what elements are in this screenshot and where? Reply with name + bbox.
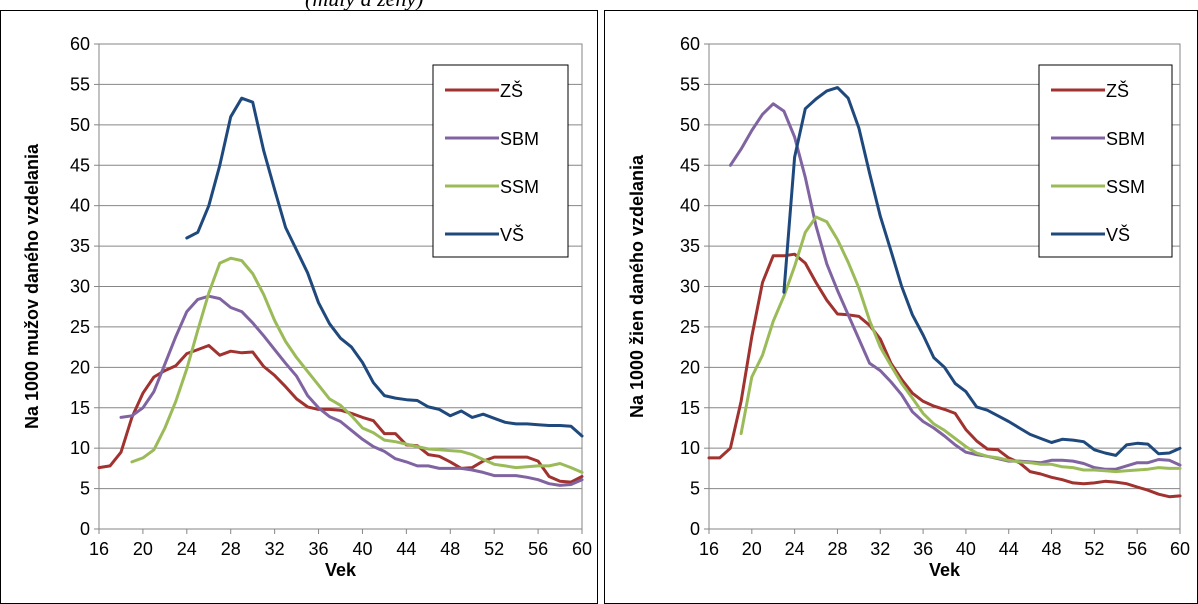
chart-panel-men: 0 5 10 15 20 25 30 35 40 45 50 55 60 16 20 24 28 32 36 40 44…	[0, 10, 598, 604]
chart-0-x-tick-label: 28	[221, 539, 241, 559]
chart-0-legend: ZŠ SBM SSM VŠ	[432, 64, 569, 258]
chart-1-y-tick-label: 60	[680, 34, 700, 54]
chart-0-legend-label-0: ZŠ	[500, 80, 523, 101]
chart-1-y-tick-label: 15	[680, 398, 700, 418]
chart-1-y-tick-label: 45	[680, 155, 700, 175]
chart-0-y-tick-label: 15	[70, 398, 90, 418]
chart-0-series-line-3	[185, 96, 584, 438]
chart-1-x-tick-label: 56	[1127, 539, 1147, 559]
chart-0-x-tick-label: 60	[572, 539, 592, 559]
chart-0-y-tick-label: 55	[70, 74, 90, 94]
chart-0-y-tick-label: 25	[70, 317, 90, 337]
chart-1-x-tick-label: 40	[956, 539, 976, 559]
chart-1-legend-label-3: VŠ	[1106, 224, 1130, 245]
chart-panel-women: 0 5 10 15 20 25 30 35 40 45 50 55 60 16 20 24 28 32 36 40 44…	[604, 10, 1198, 604]
chart-1-legend: ZŠ SBM SSM VŠ	[1038, 64, 1173, 258]
chart-0-y-axis-title: Na 1000 mužov daného vzdelania	[22, 143, 42, 429]
chart-men: 0 5 10 15 20 25 30 35 40 45 50 55 60 16 20 24 28 32 36 40 44…	[22, 34, 592, 580]
chart-1-x-axis-title: Vek	[929, 560, 961, 580]
chart-0-y-tick-label: 45	[70, 155, 90, 175]
chart-0-x-tick-label: 44	[396, 539, 416, 559]
chart-1-x-tick-label: 44	[999, 539, 1019, 559]
chart-women: 0 5 10 15 20 25 30 35 40 45 50 55 60 16 20 24 28 32 36 40 44…	[627, 34, 1190, 580]
chart-0-y-tick-label: 20	[70, 357, 90, 377]
chart-1-y-axis-title: Na 1000 žien daného vzdelania	[627, 154, 647, 418]
chart-1-x-tick-label: 36	[913, 539, 933, 559]
chart-1-series-line-3	[782, 86, 1182, 457]
chart-1-series-line-1	[728, 102, 1182, 471]
chart-0-x-tick-label: 16	[89, 539, 109, 559]
chart-0-x-tick-label: 20	[133, 539, 153, 559]
chart-1-y-tick-label: 50	[680, 115, 700, 135]
chart-1-x-tick-label: 24	[785, 539, 805, 559]
chart-1-x-tick-label: 20	[742, 539, 762, 559]
chart-1-y-tick-label: 0	[690, 519, 700, 539]
chart-1-y-tick-label: 55	[680, 74, 700, 94]
chart-1-y-tick-label: 20	[680, 357, 700, 377]
chart-1-series-line-0	[707, 252, 1182, 499]
chart-0-y-tick-label: 50	[70, 115, 90, 135]
header-fragment: (muly a ženy)	[0, 0, 1198, 12]
chart-1-x-tick-label: 32	[870, 539, 890, 559]
chart-0-y-tick-label: 30	[70, 277, 90, 297]
chart-0-y-tick-label: 60	[70, 34, 90, 54]
chart-1-y-tick-label: 10	[680, 438, 700, 458]
chart-0-x-tick-label: 56	[528, 539, 548, 559]
chart-1-y-tick-label: 30	[680, 277, 700, 297]
chart-0-y-tick-label: 35	[70, 236, 90, 256]
chart-0-y-tick-label: 10	[70, 438, 90, 458]
chart-1-x-tick-label: 60	[1170, 539, 1190, 559]
chart-1-y-tick-label: 25	[680, 317, 700, 337]
chart-1-y-tick-label: 35	[680, 236, 700, 256]
chart-0-y-tick-label: 40	[70, 196, 90, 216]
chart-0-x-axis-title: Vek	[325, 560, 357, 580]
chart-0-y-tick-label: 5	[80, 479, 90, 499]
chart-0-legend-box	[432, 64, 569, 258]
chart-0-series-line-0	[97, 344, 584, 484]
chart-0-x-tick-label: 32	[265, 539, 285, 559]
chart-0-x-tick-label: 36	[309, 539, 329, 559]
chart-0-legend-label-3: VŠ	[500, 224, 524, 245]
chart-1-x-tick-label: 16	[699, 539, 719, 559]
chart-0-series-line-2	[130, 256, 584, 474]
chart-0-x-tick-label: 48	[440, 539, 460, 559]
chart-0-y-tick-label: 0	[80, 519, 90, 539]
chart-0-x-tick-label: 52	[484, 539, 504, 559]
chart-0-x-tick-label: 24	[177, 539, 197, 559]
chart-1-legend-label-1: SBM	[1106, 129, 1145, 149]
chart-1-series-line-2	[739, 215, 1182, 474]
chart-1-y-tick-label: 40	[680, 196, 700, 216]
chart-1-x-tick-label: 48	[1042, 539, 1062, 559]
chart-0-legend-label-1: SBM	[500, 129, 539, 149]
chart-0-legend-label-2: SSM	[500, 177, 539, 197]
chart-0-series-line-1	[119, 294, 584, 487]
chart-1-legend-label-0: ZŠ	[1106, 80, 1129, 101]
chart-1-x-tick-label: 52	[1084, 539, 1104, 559]
chart-1-legend-box	[1038, 64, 1173, 258]
header-fragment-text: (muly a ženy)	[305, 0, 424, 12]
chart-0-x-tick-label: 40	[352, 539, 372, 559]
chart-1-y-tick-label: 5	[690, 479, 700, 499]
chart-1-x-tick-label: 28	[827, 539, 847, 559]
chart-1-legend-label-2: SSM	[1106, 177, 1145, 197]
